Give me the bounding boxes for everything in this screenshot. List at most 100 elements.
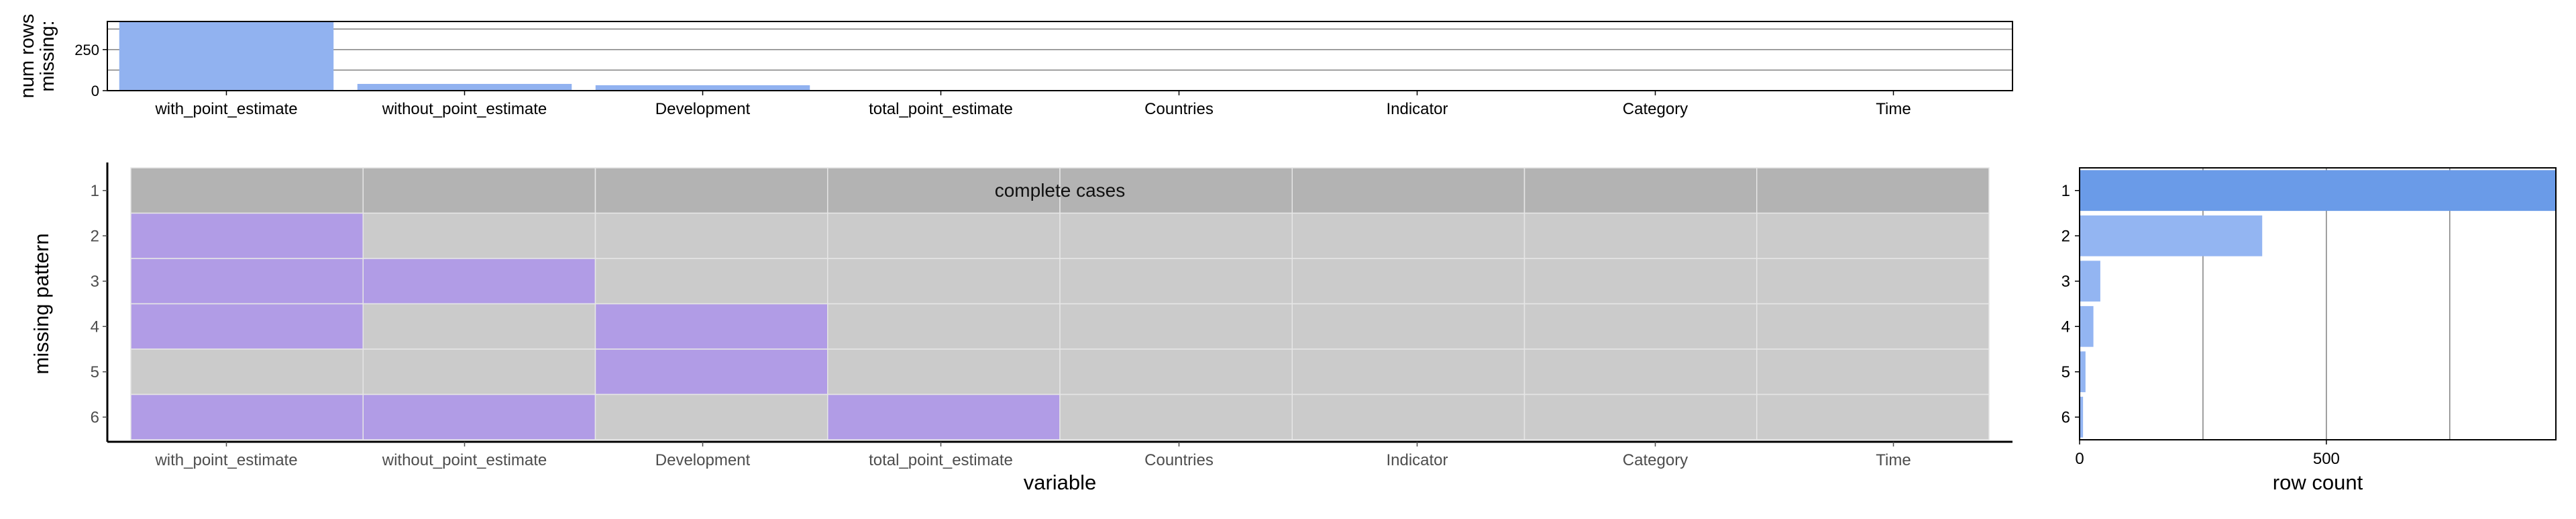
right-x-tick-label: 0 bbox=[2075, 450, 2084, 468]
pattern-cell-3-Indicator bbox=[1291, 258, 1525, 305]
pattern-cell-2-Time bbox=[1756, 212, 1990, 259]
pattern-cell-2-Development bbox=[594, 212, 828, 259]
pattern-cell-3-Time bbox=[1756, 258, 1990, 305]
right-x-tick-label: 500 bbox=[2313, 450, 2340, 468]
main-x-tick-label: Indicator bbox=[1386, 451, 1448, 469]
right-bar-pattern-3 bbox=[2080, 261, 2100, 302]
pattern-cell-3-Development bbox=[594, 258, 828, 305]
pattern-cell-1-with_point_estimate bbox=[130, 167, 364, 214]
top-y-tick-label: 0 bbox=[91, 83, 99, 99]
pattern-cell-6-Category bbox=[1523, 393, 1758, 440]
main-x-tick-label: Countries bbox=[1144, 451, 1214, 469]
pattern-cell-4-Development bbox=[594, 303, 828, 350]
top-x-tick-label: Category bbox=[1623, 100, 1688, 118]
right-bar-pattern-4 bbox=[2080, 305, 2094, 347]
pattern-cell-5-total_point_estimate bbox=[827, 348, 1061, 395]
top-y-tick-label: 250 bbox=[74, 42, 99, 58]
pattern-cell-1-Development bbox=[594, 167, 828, 214]
right-y-tick-label: 4 bbox=[2061, 318, 2070, 336]
main-y-tick-label: 6 bbox=[91, 408, 99, 426]
pattern-cell-4-with_point_estimate bbox=[130, 303, 364, 350]
right-panel-border bbox=[2079, 167, 2557, 440]
right-y-tick-label: 1 bbox=[2061, 182, 2070, 200]
top-x-tick-label: Development bbox=[655, 100, 751, 118]
pattern-cell-4-Time bbox=[1756, 303, 1990, 350]
pattern-cell-5-Indicator bbox=[1291, 348, 1525, 395]
main-x-axis-label: variable bbox=[1024, 471, 1097, 494]
pattern-cell-6-Countries bbox=[1059, 393, 1293, 440]
pattern-cell-4-without_point_estimate bbox=[362, 303, 596, 350]
main-y-tick-label: 2 bbox=[91, 227, 99, 245]
pattern-cell-5-Time bbox=[1756, 348, 1990, 395]
top-x-tick-label: Countries bbox=[1144, 100, 1214, 118]
right-bar-pattern-2 bbox=[2080, 215, 2263, 256]
right-bar-pattern-1 bbox=[2080, 170, 2556, 211]
pattern-cell-2-without_point_estimate bbox=[362, 212, 596, 259]
main-y-tick-label: 3 bbox=[91, 273, 99, 291]
pattern-cell-5-without_point_estimate bbox=[362, 348, 596, 395]
pattern-cell-3-Countries bbox=[1059, 258, 1293, 305]
right-bar-pattern-5 bbox=[2080, 351, 2086, 393]
main-y-tick-label: 1 bbox=[91, 182, 99, 200]
right-y-tick-label: 6 bbox=[2061, 408, 2070, 426]
top-x-tick-label: total_point_estimate bbox=[869, 100, 1013, 118]
top-panel-border bbox=[107, 21, 2013, 91]
pattern-cell-3-Category bbox=[1523, 258, 1758, 305]
main-x-tick-label: total_point_estimate bbox=[869, 451, 1013, 469]
right-x-axis-label: row count bbox=[2273, 471, 2363, 494]
pattern-cell-2-with_point_estimate bbox=[130, 212, 364, 259]
top-y-axis-label: num rowsmissing: bbox=[17, 14, 58, 99]
pattern-cell-5-Development bbox=[594, 348, 828, 395]
main-x-tick-label: with_point_estimate bbox=[154, 451, 297, 469]
top-x-tick-label: with_point_estimate bbox=[154, 100, 297, 118]
pattern-cell-4-total_point_estimate bbox=[827, 303, 1061, 350]
top-x-tick-label: Indicator bbox=[1386, 100, 1448, 118]
pattern-cell-5-with_point_estimate bbox=[130, 348, 364, 395]
pattern-cell-4-Category bbox=[1523, 303, 1758, 350]
top-bar-with_point_estimate bbox=[119, 21, 334, 91]
right-y-tick-label: 5 bbox=[2061, 363, 2070, 381]
top-y-axis-label-line: missing: bbox=[37, 20, 58, 91]
pattern-cell-4-Countries bbox=[1059, 303, 1293, 350]
pattern-cell-5-Category bbox=[1523, 348, 1758, 395]
main-x-tick-label: Time bbox=[1876, 451, 1911, 469]
pattern-cell-2-Category bbox=[1523, 212, 1758, 259]
pattern-cell-1-Time bbox=[1756, 167, 1990, 214]
pattern-cell-1-without_point_estimate bbox=[362, 167, 596, 214]
pattern-cell-6-without_point_estimate bbox=[362, 393, 596, 440]
pattern-cell-6-with_point_estimate bbox=[130, 393, 364, 440]
pattern-cell-3-total_point_estimate bbox=[827, 258, 1061, 305]
top-y-axis-label-line: num rows bbox=[17, 14, 38, 99]
pattern-cell-5-Countries bbox=[1059, 348, 1293, 395]
complete-cases-label: complete cases bbox=[995, 180, 1126, 201]
pattern-cell-6-total_point_estimate bbox=[827, 393, 1061, 440]
right-y-tick-label: 2 bbox=[2061, 227, 2070, 245]
main-x-tick-label: Development bbox=[655, 451, 751, 469]
pattern-cell-3-with_point_estimate bbox=[130, 258, 364, 305]
top-bar-without_point_estimate bbox=[357, 83, 572, 91]
pattern-cell-6-Indicator bbox=[1291, 393, 1525, 440]
pattern-cell-1-Countries bbox=[1059, 167, 1293, 214]
pattern-cell-6-Time bbox=[1756, 393, 1990, 440]
pattern-cell-6-Development bbox=[594, 393, 828, 440]
right-y-tick-label: 3 bbox=[2061, 273, 2070, 291]
pattern-cell-1-Indicator bbox=[1291, 167, 1525, 214]
main-y-tick-label: 5 bbox=[91, 363, 99, 381]
pattern-cell-2-Indicator bbox=[1291, 212, 1525, 259]
right-bar-pattern-6 bbox=[2080, 396, 2084, 438]
pattern-cell-2-Countries bbox=[1059, 212, 1293, 259]
top-bar-Development bbox=[595, 85, 810, 91]
pattern-cell-2-total_point_estimate bbox=[827, 212, 1061, 259]
pattern-cell-3-without_point_estimate bbox=[362, 258, 596, 305]
main-y-axis-label: missing pattern bbox=[30, 233, 53, 374]
main-y-tick-label: 4 bbox=[91, 318, 99, 336]
main-x-tick-label: without_point_estimate bbox=[382, 451, 547, 469]
top-x-tick-label: without_point_estimate bbox=[382, 100, 547, 118]
pattern-cell-4-Indicator bbox=[1291, 303, 1525, 350]
pattern-cell-1-Category bbox=[1523, 167, 1758, 214]
pattern-cell-1-total_point_estimate bbox=[827, 167, 1061, 214]
main-x-tick-label: Category bbox=[1623, 451, 1688, 469]
top-x-tick-label: Time bbox=[1876, 100, 1911, 118]
